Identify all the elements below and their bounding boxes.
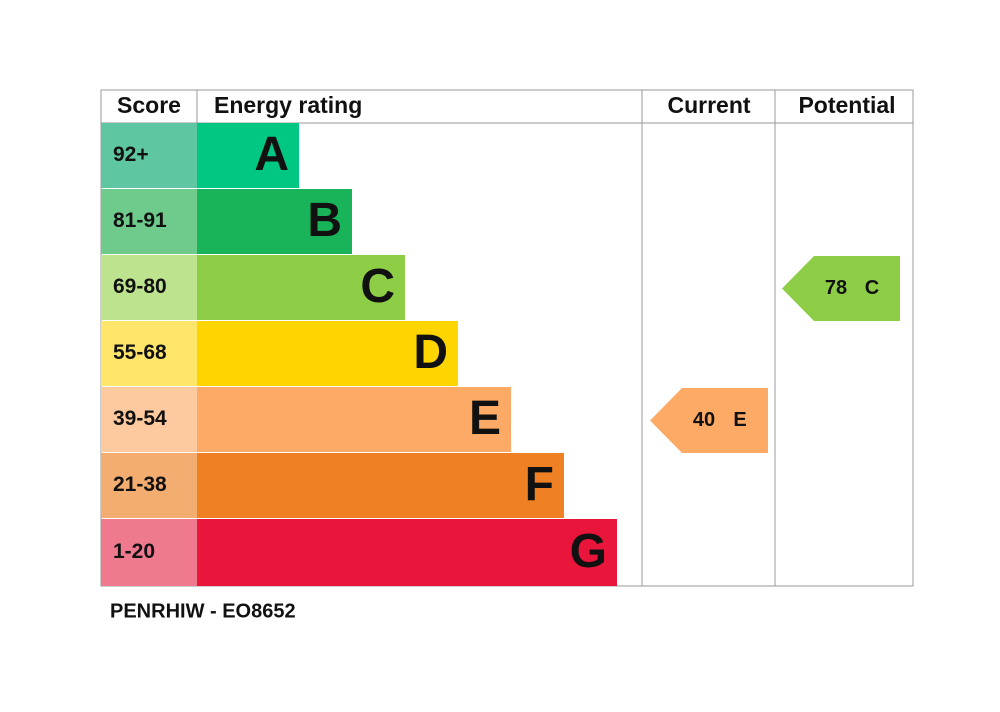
score-label: 1-20 [113,540,155,563]
header-score: Score [117,92,181,118]
current-score: 40 [693,409,715,431]
rating-letter: D [413,326,448,379]
rating-letter: F [525,458,554,511]
rating-letter: G [570,525,607,578]
rating-bar [197,519,617,586]
score-cell [101,453,197,518]
score-cell [101,255,197,320]
score-label: 39-54 [113,407,167,430]
header-rating: Energy rating [214,92,362,118]
score-label: 21-38 [113,473,167,496]
score-cell [101,387,197,452]
rating-bar [197,453,564,518]
score-label: 55-68 [113,341,167,364]
score-cell [101,519,197,586]
footer: PENRHIW - EO8652 [110,600,296,622]
header-potential: Potential [798,92,895,118]
score-label: 81-91 [113,209,167,232]
rating-letter: A [254,128,289,181]
rating-letter: B [307,194,342,247]
current-arrow [650,388,768,453]
rating-bar [197,123,299,188]
potential-arrow [782,256,900,321]
score-label: 92+ [113,143,149,166]
rating-bar [197,321,458,386]
rating-bar [197,189,352,254]
rating-bar [197,387,511,452]
score-cell [101,321,197,386]
current-rating: E [733,409,746,431]
potential-score: 78 [825,277,847,299]
score-label: 69-80 [113,275,167,298]
score-cell [101,123,197,188]
score-cell [101,189,197,254]
rating-bar [197,255,405,320]
header-current: Current [667,92,750,118]
potential-rating: C [865,277,879,299]
rating-letter: C [360,260,395,313]
rating-letter: E [469,392,501,445]
